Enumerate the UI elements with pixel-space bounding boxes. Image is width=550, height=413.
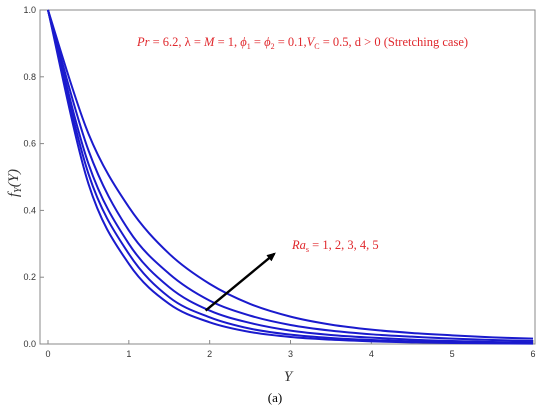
y-tick-label: 0.4 <box>23 205 36 215</box>
arrow <box>204 252 276 312</box>
series-line-2 <box>47 9 534 342</box>
y-axis-title: fY(Y) <box>6 169 24 197</box>
series-line-4 <box>47 9 534 345</box>
y-tick-label: 0.6 <box>23 139 36 149</box>
params-annotation: Pr = 6.2, λ = M = 1, ϕ1 = ϕ2 = 0.1,VC = … <box>136 35 468 51</box>
y-tick-label: 0.2 <box>23 272 36 282</box>
arrow-label: Ras = 1, 2, 3, 4, 5 <box>291 238 379 254</box>
series-line-5 <box>47 9 534 345</box>
x-tick-label: 5 <box>450 349 455 359</box>
x-tick-label: 6 <box>530 349 535 359</box>
x-tick-label: 2 <box>207 349 212 359</box>
y-tick-label: 1.0 <box>23 5 36 15</box>
figure-caption: (a) <box>267 390 283 405</box>
x-tick-label: 1 <box>126 349 131 359</box>
axis-ticks: 0 1 2 3 4 5 6 0.0 0.2 0.4 0.6 0.8 1.0 <box>23 5 535 359</box>
x-axis-title: Y <box>284 369 294 385</box>
x-tick-label: 4 <box>369 349 374 359</box>
x-tick-label: 3 <box>288 349 293 359</box>
y-tick-label: 0.8 <box>23 72 36 82</box>
y-tick-label: 0.0 <box>23 339 36 349</box>
plot-frame <box>39 9 536 345</box>
x-tick-label: 0 <box>45 349 50 359</box>
series-lines <box>47 9 534 345</box>
series-line-3 <box>47 9 534 344</box>
series-line-1 <box>47 9 534 340</box>
